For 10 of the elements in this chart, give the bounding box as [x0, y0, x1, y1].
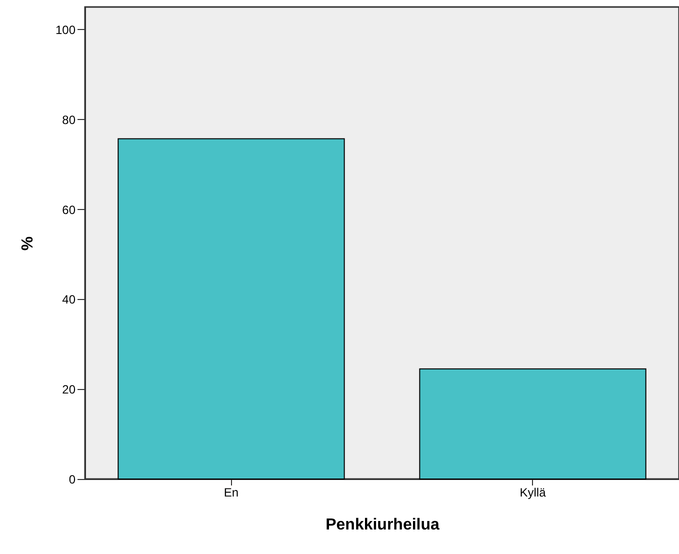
y-tick-label: 20 — [62, 382, 76, 397]
y-tick-label: 80 — [62, 112, 76, 127]
y-tick-label: 40 — [62, 292, 76, 307]
x-tick-label: En — [224, 486, 239, 500]
y-tick-label: 0 — [68, 472, 76, 486]
y-tick-label: 60 — [62, 202, 76, 217]
y-axis-title: % — [19, 236, 36, 251]
x-axis-title: Penkkiurheilua — [326, 516, 440, 534]
y-tick-label: 100 — [55, 22, 76, 37]
x-tick-label: Kyllä — [520, 486, 546, 500]
